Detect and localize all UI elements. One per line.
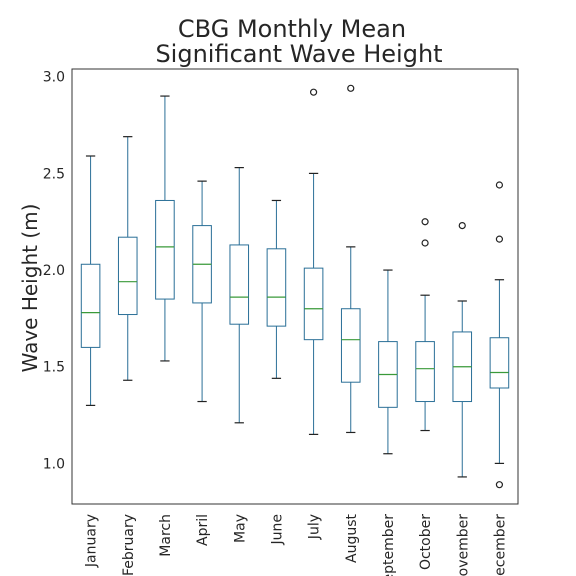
box-october — [415, 218, 435, 432]
box-september — [378, 269, 398, 455]
x-tick-label: August — [344, 513, 360, 563]
outlier-point — [309, 88, 318, 96]
iqr-box — [489, 337, 510, 389]
x-tick-label: April — [195, 514, 211, 546]
box-august — [340, 84, 361, 434]
box-november — [452, 222, 473, 478]
box-june — [266, 199, 287, 379]
box-december — [489, 181, 510, 489]
iqr-box — [117, 236, 138, 316]
x-tick-label: September — [381, 514, 397, 576]
x-tick-label: May — [232, 514, 248, 543]
box-series — [80, 84, 510, 489]
iqr-box — [155, 199, 175, 300]
y-tick-label: 2.0 — [43, 263, 65, 279]
iqr-box — [340, 308, 361, 383]
y-tick-label: 3.0 — [43, 70, 65, 86]
outlier-point — [495, 181, 504, 189]
outlier-point — [347, 84, 355, 92]
x-tick-label: February — [121, 514, 137, 576]
x-tick-label: November — [455, 514, 471, 576]
chart-title-line-1: CBG Monthly Mean — [178, 15, 406, 43]
x-tick-label: March — [158, 514, 174, 557]
outlier-point — [421, 239, 429, 247]
box-april — [192, 180, 212, 403]
outlier-point — [458, 222, 466, 230]
outlier-point — [421, 218, 429, 226]
y-axis-label: Wave Height (m) — [18, 204, 42, 373]
x-axis-ticks: January February March April May June July Augu… — [84, 513, 509, 576]
x-tick-label: October — [418, 514, 434, 570]
box-march — [155, 95, 175, 362]
iqr-box — [415, 341, 435, 403]
x-tick-label: December — [492, 514, 508, 576]
box-february — [117, 136, 138, 381]
iqr-box — [303, 267, 324, 341]
box-may — [229, 167, 250, 424]
y-axis-ticks: 1.0 1.5 2.0 2.5 3.0 — [43, 70, 65, 473]
x-tick-label: June — [269, 514, 285, 546]
y-tick-label: 1.5 — [43, 360, 65, 376]
outlier-point — [495, 481, 504, 489]
iqr-box — [266, 248, 287, 327]
x-tick-label: July — [307, 514, 323, 540]
box-january — [80, 155, 101, 406]
x-tick-label: January — [84, 514, 100, 568]
chart-title-line-2: Significant Wave Height — [155, 40, 442, 68]
y-tick-label: 2.5 — [43, 166, 65, 182]
iqr-box — [229, 244, 250, 325]
box-july — [303, 88, 324, 435]
y-tick-label: 1.0 — [43, 456, 65, 472]
plot-frame — [71, 68, 519, 505]
iqr-box — [80, 263, 101, 348]
outlier-point — [495, 235, 504, 243]
